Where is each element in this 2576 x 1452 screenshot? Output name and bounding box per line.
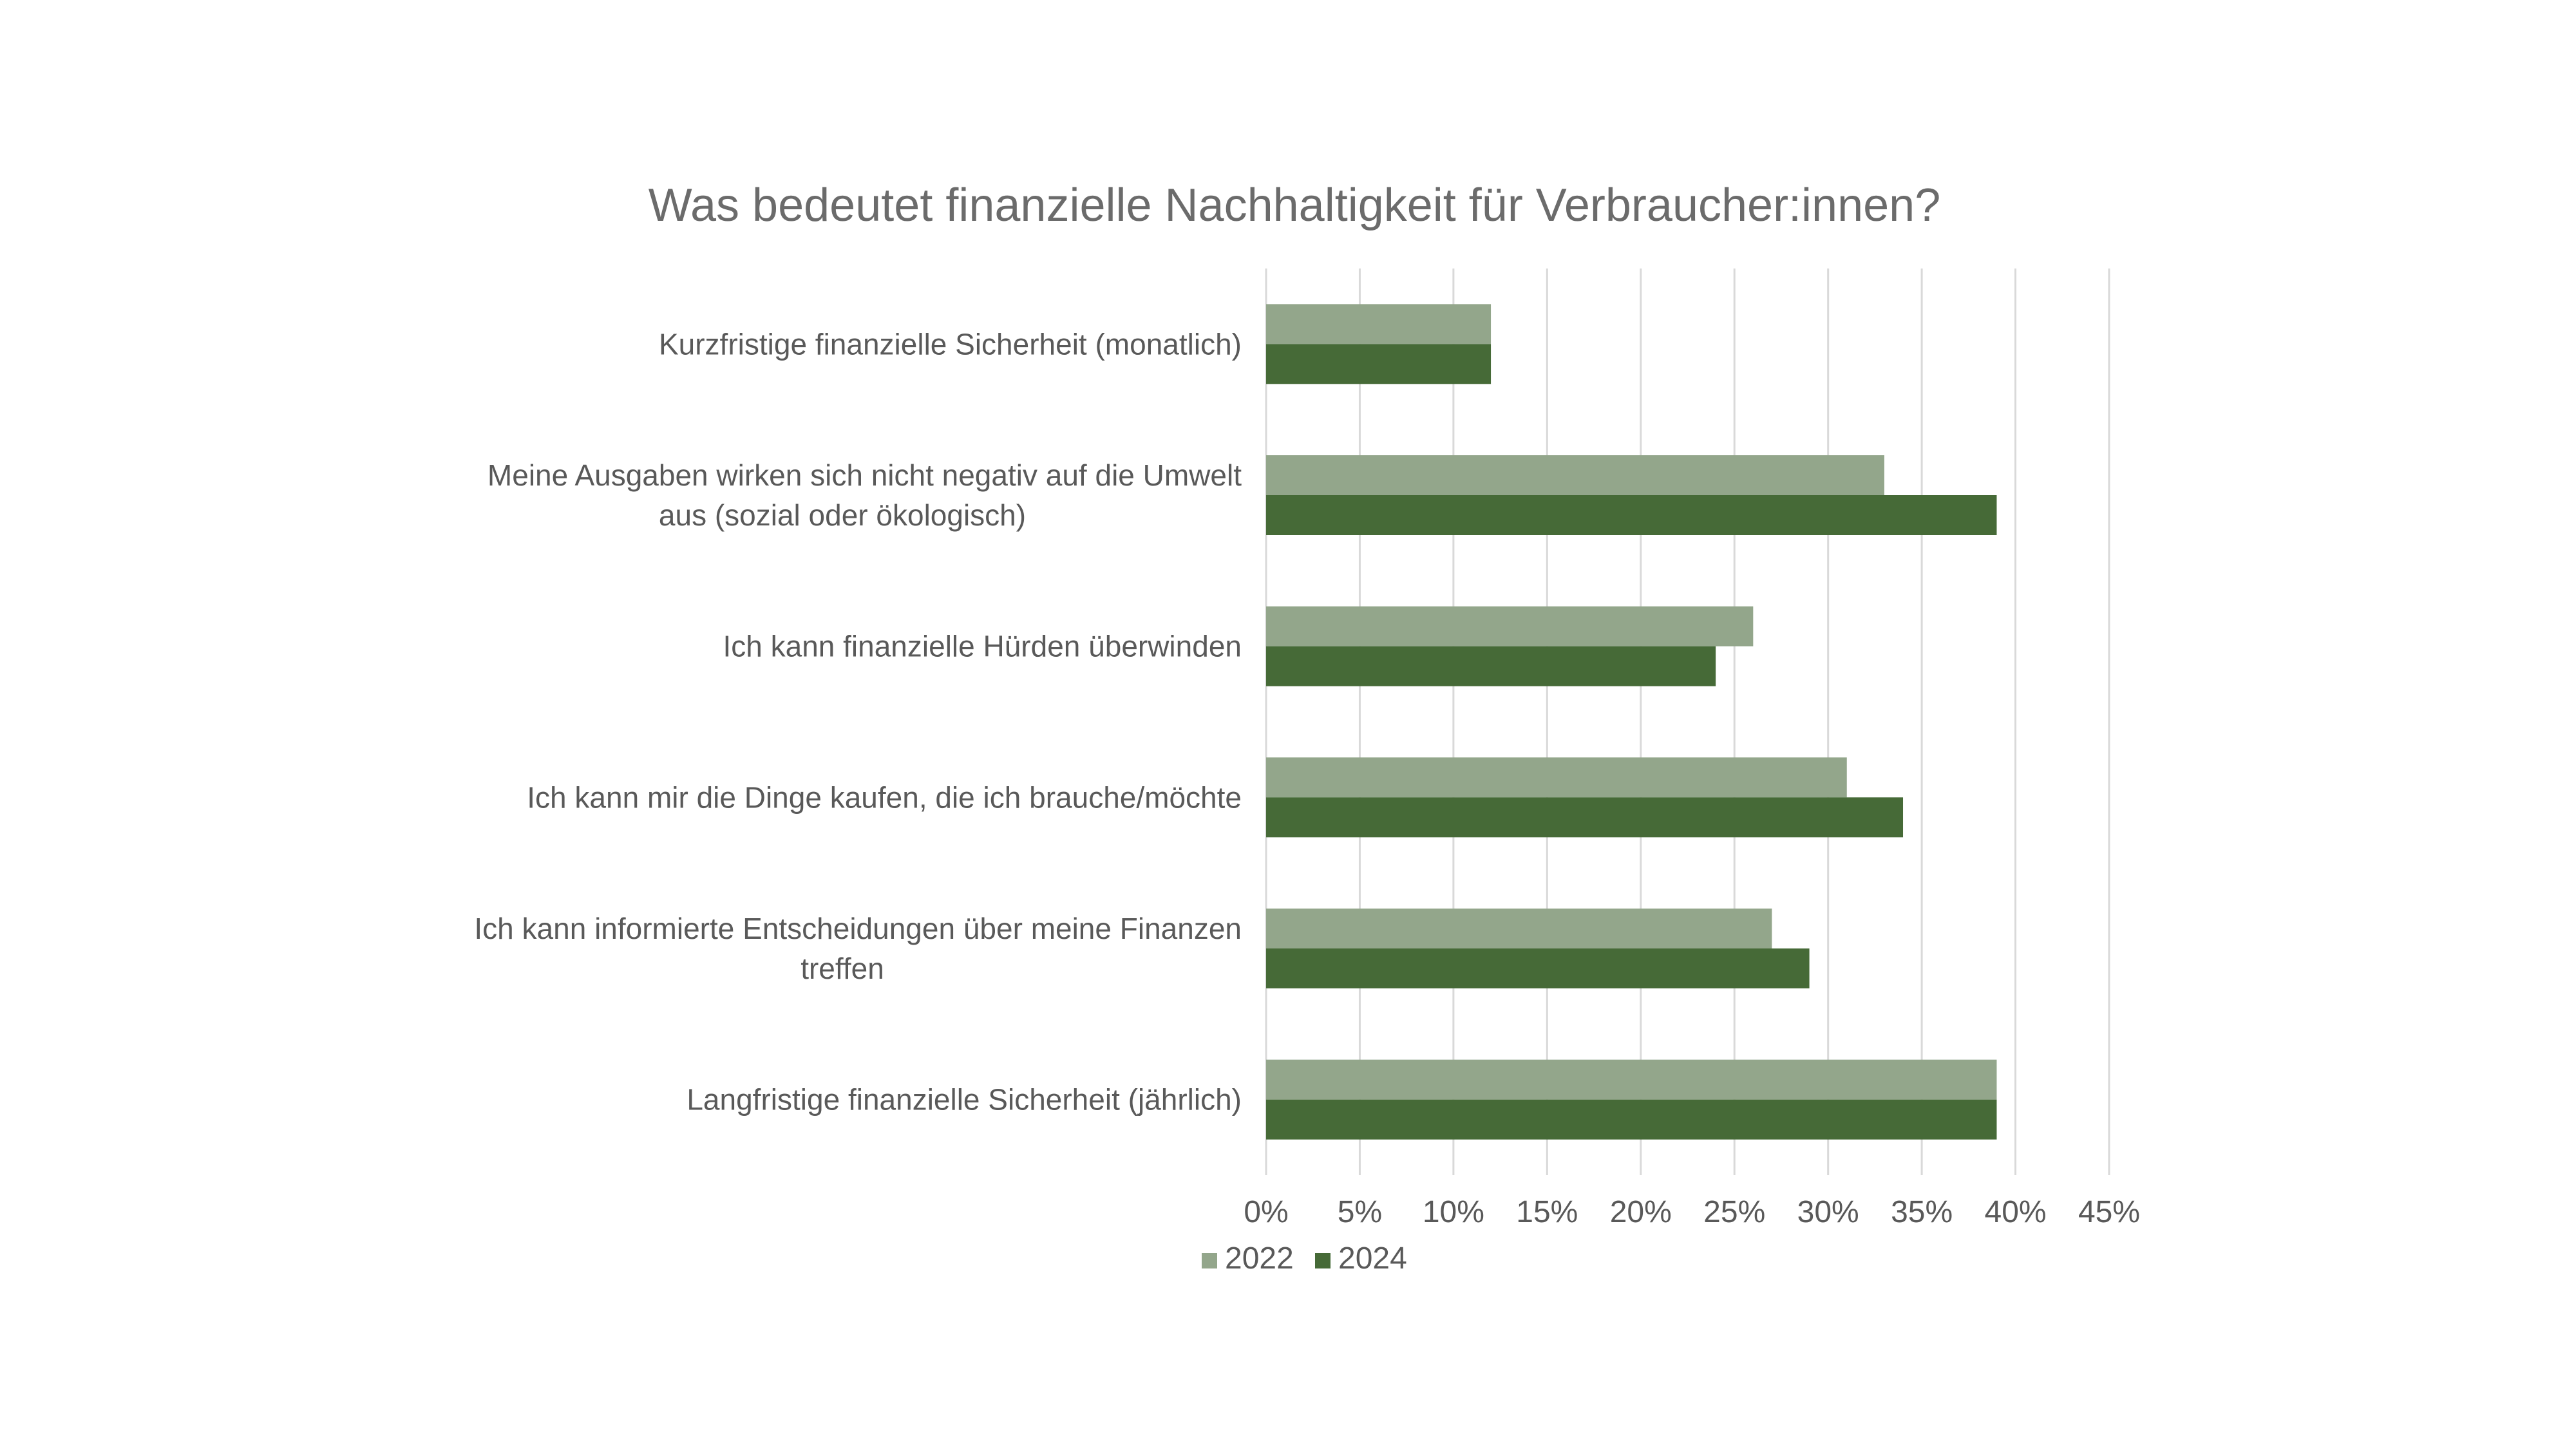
x-tick-label-40: 40% <box>1985 1195 2047 1229</box>
x-tick-label-20: 20% <box>1610 1195 1672 1229</box>
category-label-1: Meine Ausgaben wirken sich nicht negativ… <box>488 458 1242 532</box>
category-label-line: Ich kann mir die Dinge kaufen, die ich b… <box>527 780 1242 814</box>
bar-2022-5 <box>1266 1059 1997 1100</box>
legend-item-2024: 2024 <box>1315 1241 1407 1276</box>
legend-item-2022: 2022 <box>1202 1241 1294 1276</box>
category-label-5: Langfristige finanzielle Sicherheit (jäh… <box>687 1083 1242 1117</box>
category-label-line: Ich kann finanzielle Hürden überwinden <box>723 630 1242 663</box>
legend-swatch <box>1315 1253 1331 1268</box>
legend: 2022 2024 <box>1202 1241 1407 1276</box>
category-label-line: Ich kann informierte Entscheidungen über… <box>474 912 1242 945</box>
category-label-3: Ich kann mir die Dinge kaufen, die ich b… <box>527 780 1242 814</box>
category-label-line: Meine Ausgaben wirken sich nicht negativ… <box>488 458 1242 492</box>
bar-2024-0 <box>1266 344 1492 384</box>
x-tick-label-45: 45% <box>2078 1195 2140 1229</box>
category-label-line: aus (sozial oder ökologisch) <box>659 498 1026 532</box>
x-tick-label-10: 10% <box>1423 1195 1484 1229</box>
gridlines <box>1265 269 2110 1175</box>
legend-swatch <box>1202 1253 1217 1268</box>
bar-2022-4 <box>1266 909 1772 948</box>
bar-2022-3 <box>1266 757 1847 798</box>
category-label-line: Kurzfristige finanzielle Sicherheit (mon… <box>659 327 1242 361</box>
bar-2022-1 <box>1266 455 1884 495</box>
bar-2022-2 <box>1266 606 1754 646</box>
x-tick-label-5: 5% <box>1338 1195 1382 1229</box>
bar-2024-2 <box>1266 646 1716 686</box>
legend-label: 2024 <box>1338 1241 1407 1276</box>
category-label-2: Ich kann finanzielle Hürden überwinden <box>723 630 1242 663</box>
x-tick-label-30: 30% <box>1797 1195 1859 1229</box>
category-label-line: treffen <box>800 952 884 985</box>
bar-2022-0 <box>1266 304 1492 344</box>
x-tick-label-15: 15% <box>1516 1195 1578 1229</box>
category-label-line: Langfristige finanzielle Sicherheit (jäh… <box>687 1083 1242 1117</box>
category-labels: Kurzfristige finanzielle Sicherheit (mon… <box>474 327 1242 1116</box>
x-axis-ticks: 0% 5% 10% 15% 20% 25% 30% 35% 40% 45% <box>1244 1195 2140 1229</box>
category-label-4: Ich kann informierte Entscheidungen über… <box>474 912 1242 985</box>
x-tick-label-25: 25% <box>1703 1195 1765 1229</box>
chart-title: Was bedeutet finanzielle Nachhaltigkeit … <box>649 180 1941 231</box>
bar-2024-3 <box>1266 797 1904 838</box>
bar-2024-4 <box>1266 948 1810 988</box>
bar-2024-1 <box>1266 495 1997 535</box>
bars <box>1266 304 1997 1140</box>
category-label-0: Kurzfristige finanzielle Sicherheit (mon… <box>659 327 1242 361</box>
legend-label: 2022 <box>1225 1241 1294 1276</box>
bar-2024-5 <box>1266 1099 1997 1140</box>
x-tick-label-35: 35% <box>1891 1195 1953 1229</box>
x-tick-label-0: 0% <box>1244 1195 1288 1229</box>
